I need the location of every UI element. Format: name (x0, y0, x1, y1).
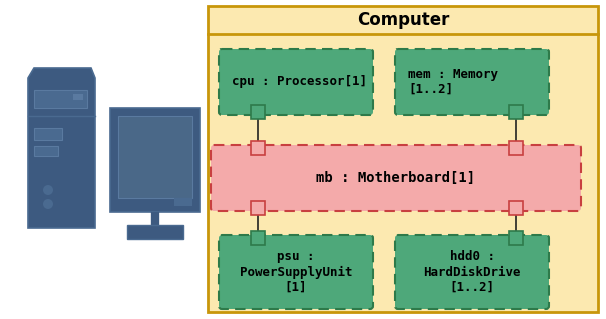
Bar (509, 231, 523, 245)
Text: mb : Motherboard[1]: mb : Motherboard[1] (316, 171, 476, 185)
Text: psu :
PowerSupplyUnit
[1]: psu : PowerSupplyUnit [1] (240, 250, 352, 293)
Bar (34, 146, 58, 156)
Text: mem : Memory
[1..2]: mem : Memory [1..2] (408, 68, 498, 96)
Text: Computer: Computer (357, 11, 449, 29)
Bar (34, 128, 62, 140)
Bar (251, 231, 265, 245)
Polygon shape (28, 68, 95, 228)
Bar (174, 198, 192, 206)
Bar (251, 105, 265, 119)
FancyBboxPatch shape (219, 235, 373, 309)
Bar (34, 90, 87, 108)
Bar (251, 141, 265, 155)
FancyBboxPatch shape (395, 49, 549, 115)
Bar (118, 116, 192, 198)
Text: cpu : Processor[1]: cpu : Processor[1] (232, 76, 367, 88)
FancyBboxPatch shape (211, 145, 581, 211)
Bar (509, 141, 523, 155)
Bar (110, 108, 200, 212)
Circle shape (43, 199, 53, 209)
Circle shape (43, 185, 53, 195)
Bar (127, 225, 183, 239)
Bar (509, 105, 523, 119)
FancyBboxPatch shape (395, 235, 549, 309)
Bar (509, 201, 523, 215)
Bar (208, 6, 598, 312)
Bar (73, 94, 83, 100)
Bar (251, 201, 265, 215)
Text: hdd0 :
HardDiskDrive
[1..2]: hdd0 : HardDiskDrive [1..2] (423, 250, 521, 293)
FancyBboxPatch shape (219, 49, 373, 115)
